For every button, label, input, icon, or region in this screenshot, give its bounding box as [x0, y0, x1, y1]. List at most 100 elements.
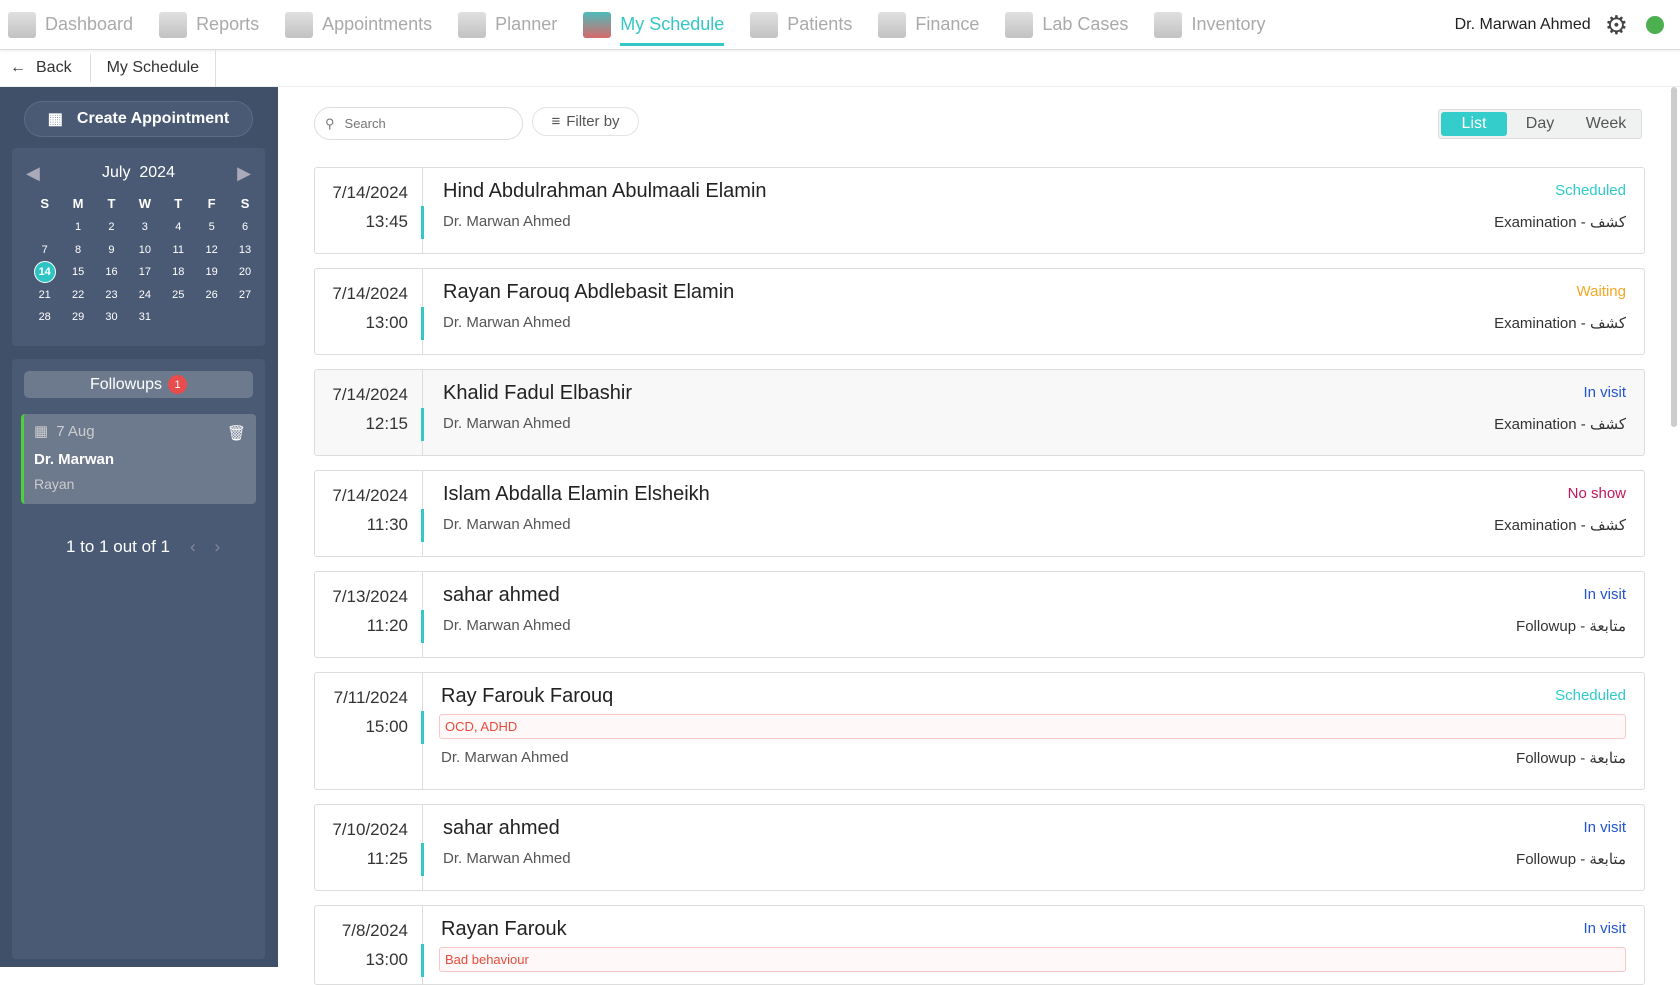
appointment-card[interactable]: 7/10/2024 11:25 sahar ahmed Dr. Marwan Ah… [314, 804, 1645, 891]
calendar-day[interactable]: 25 [172, 288, 185, 301]
calendar-day[interactable]: 5 [208, 221, 215, 234]
calendar-day[interactable]: 3 [141, 221, 148, 234]
calendar-day[interactable]: 1 [75, 221, 82, 234]
followups-panel: Followups 1 ▦ 7 Aug Dr. Marwan Rayan 🗑 1 t… [12, 359, 265, 959]
calendar-day[interactable]: 31 [138, 311, 151, 324]
filter-icon: ≡ [551, 113, 561, 130]
doctor-name: Dr. Marwan Ahmed [443, 213, 571, 230]
nav-item-patients[interactable]: Patients [750, 0, 852, 50]
followups-button[interactable]: Followups 1 [24, 371, 253, 398]
calendar-day[interactable]: 28 [38, 311, 51, 324]
next-month-icon[interactable]: ▶ [237, 162, 251, 183]
arrow-left-icon: ← [10, 59, 26, 76]
top-nav: Dashboard Reports Appointments Planner My Sc… [0, 0, 1680, 50]
trash-icon[interactable]: 🗑 [226, 425, 246, 442]
patient-name[interactable]: sahar ahmed [443, 584, 560, 606]
calendar-day[interactable]: 15 [71, 266, 85, 279]
calendar-day[interactable]: 4 [175, 221, 182, 234]
calendar-day[interactable]: 20 [238, 266, 252, 279]
filter-button[interactable]: ≡ Filter by [532, 107, 639, 136]
calendar-day[interactable]: 13 [238, 243, 252, 256]
nav-item-finance[interactable]: Finance [878, 0, 979, 50]
patient-name[interactable]: Islam Abdalla Elamin Elsheikh [443, 483, 710, 505]
search-input[interactable] [344, 116, 495, 131]
appointment-card[interactable]: 7/8/2024 13:00 Rayan Farouk Bad behaviour… [314, 905, 1645, 985]
doctor-name: Dr. Marwan Ahmed [443, 314, 571, 331]
followups-label: Followups [89, 375, 163, 393]
search-box[interactable]: ⚲ [314, 107, 523, 140]
calendar-day[interactable]: 23 [105, 288, 118, 301]
nav-item-reports[interactable]: Reports [159, 0, 259, 50]
back-label: Back [36, 59, 72, 76]
user-name[interactable]: Dr. Marwan Ahmed [1454, 16, 1591, 33]
calendar-day[interactable]: 17 [138, 266, 151, 279]
calendar-day[interactable]: 21 [38, 288, 51, 301]
calendar-day[interactable]: 30 [105, 311, 118, 324]
calendar-day[interactable]: 6 [241, 221, 249, 234]
followup-item[interactable]: ▦ 7 Aug Dr. Marwan Rayan 🗑 [21, 414, 256, 504]
nav-item-inventory[interactable]: Inventory [1154, 0, 1265, 50]
filter-label: Filter by [566, 113, 620, 130]
schedule-calendar-icon [583, 11, 612, 38]
calendar-day[interactable]: 18 [172, 266, 185, 279]
calendar-day[interactable]: 8 [75, 243, 82, 256]
calendar-day[interactable]: 22 [71, 288, 85, 301]
nav-item-planner[interactable]: Planner [458, 0, 557, 50]
patient-name[interactable]: Khalid Fadul Elbashir [443, 382, 632, 404]
calendar-day[interactable]: 11 [172, 243, 184, 256]
calendar-icon: ▦ [47, 111, 63, 128]
appointment-card[interactable]: 7/11/2024 15:00 Ray Farouk Farouq OCD, AD… [314, 672, 1645, 790]
appointment-card[interactable]: 7/14/2024 13:00 Rayan Farouq Abdlebasit E… [314, 268, 1645, 355]
nav-label: Appointments [322, 14, 433, 34]
calendar-day[interactable]: 27 [238, 288, 252, 301]
prev-month-icon[interactable]: ◀ [26, 162, 40, 183]
appointment-time: 13:45 [365, 212, 408, 231]
appointment-card[interactable]: 7/14/2024 11:30 Islam Abdalla Elamin Elsh… [314, 470, 1645, 557]
nav-item-lab-cases[interactable]: Lab Cases [1005, 0, 1128, 50]
nav-label: Finance [915, 14, 980, 34]
status-label: No show [1567, 485, 1626, 502]
appointment-card[interactable]: 7/13/2024 11:20 sahar ahmed Dr. Marwan Ah… [314, 571, 1645, 658]
calendar-day[interactable]: 19 [205, 266, 218, 279]
appointment-type: Examination - كشف [1494, 517, 1626, 534]
breadcrumb: ← Back My Schedule [0, 49, 1680, 87]
patient-name[interactable]: Rayan Farouq Abdlebasit Elamin [443, 281, 735, 303]
appointment-type: Examination - كشف [1494, 214, 1626, 231]
search-icon: ⚲ [325, 115, 335, 131]
appointment-card[interactable]: 7/14/2024 13:45 Hind Abdulrahman Abulmaal… [314, 167, 1645, 254]
back-button[interactable]: ← Back [0, 54, 91, 82]
view-list-button[interactable]: List [1441, 112, 1507, 136]
create-appointment-button[interactable]: ▦ Create Appointment [24, 101, 253, 137]
status-label: In visit [1583, 384, 1626, 401]
calendar-day[interactable]: 16 [105, 266, 118, 279]
calendar-day[interactable]: 12 [205, 243, 218, 256]
nav-item-my-schedule[interactable]: My Schedule [583, 0, 725, 50]
patient-name[interactable]: sahar ahmed [443, 817, 560, 839]
nav-item-appointments[interactable]: Appointments [285, 0, 432, 50]
prev-page-icon[interactable]: ‹ [189, 537, 196, 556]
patient-name[interactable]: Ray Farouk Farouq [441, 685, 614, 707]
calendar-day[interactable]: 26 [205, 288, 218, 301]
nav-item-dashboard[interactable]: Dashboard [8, 0, 133, 50]
appointment-time: 13:00 [365, 313, 408, 332]
view-week-button[interactable]: Week [1585, 115, 1627, 132]
view-day-button[interactable]: Day [1525, 115, 1555, 132]
weekday-header: T [107, 195, 116, 211]
calendar-day[interactable]: 24 [138, 288, 151, 301]
empty-day [28, 216, 61, 239]
calendar-day[interactable]: 10 [138, 243, 151, 256]
diagnosis-tag: OCD, ADHD [439, 714, 1626, 739]
calendar-day[interactable]: 29 [71, 311, 85, 324]
appointment-card[interactable]: 7/14/2024 12:15 Khalid Fadul Elbashir Dr.… [314, 369, 1645, 456]
patient-name[interactable]: Rayan Farouk [441, 918, 567, 940]
status-label: Scheduled [1555, 687, 1626, 704]
calendar-day[interactable]: 7 [41, 243, 48, 256]
next-page-icon[interactable]: › [214, 537, 221, 556]
patient-name[interactable]: Hind Abdulrahman Abulmaali Elamin [443, 180, 767, 202]
calendar-day[interactable]: 14 [33, 261, 56, 283]
scrollbar[interactable] [1671, 87, 1677, 427]
calendar-day[interactable]: 2 [108, 221, 115, 234]
gear-icon[interactable]: ⚙ [1604, 9, 1628, 40]
appointment-date: 7/14/2024 [332, 183, 408, 202]
calendar-day[interactable]: 9 [108, 243, 115, 256]
